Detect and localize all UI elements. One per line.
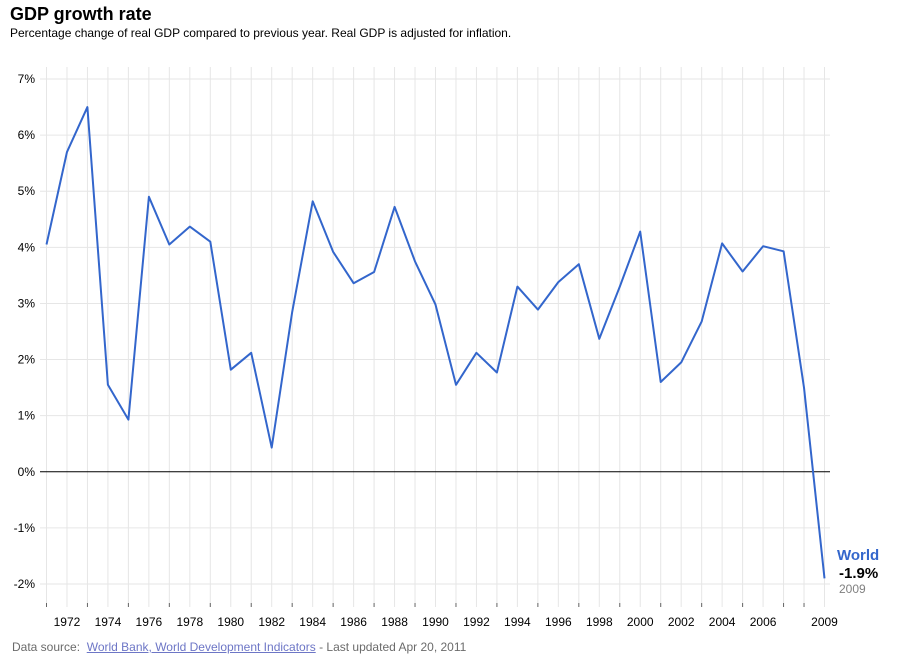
series-line-world[interactable] bbox=[45, 106, 826, 579]
data-point bbox=[515, 285, 519, 289]
y-tick-label: 1% bbox=[18, 409, 36, 423]
data-point bbox=[270, 446, 274, 450]
data-point bbox=[782, 249, 786, 253]
data-point bbox=[188, 225, 192, 229]
data-point bbox=[167, 243, 171, 247]
y-tick-label: 0% bbox=[18, 465, 36, 479]
data-point bbox=[577, 262, 581, 266]
data-point bbox=[372, 270, 376, 274]
data-point bbox=[618, 285, 622, 289]
x-tick-label: 1974 bbox=[95, 615, 122, 629]
chart-title: GDP growth rate bbox=[10, 4, 152, 24]
data-point bbox=[761, 244, 765, 248]
chart-subtitle: Percentage change of real GDP compared t… bbox=[10, 26, 512, 40]
data-point bbox=[474, 351, 478, 355]
vertical-gridlines bbox=[46, 67, 825, 607]
data-point bbox=[393, 205, 397, 209]
data-point bbox=[249, 351, 253, 355]
series-end-label: World -1.9% 2009 bbox=[837, 547, 879, 596]
data-point bbox=[720, 241, 724, 245]
x-tick-label: 2006 bbox=[750, 615, 777, 629]
data-point bbox=[638, 230, 642, 234]
y-tick-label: 4% bbox=[18, 240, 36, 254]
data-point bbox=[556, 280, 560, 284]
data-point bbox=[85, 105, 89, 109]
data-source-prefix: Data source: bbox=[12, 640, 81, 654]
data-point bbox=[679, 360, 683, 364]
x-tick-label: 1980 bbox=[217, 615, 244, 629]
x-tick-label: 1990 bbox=[422, 615, 449, 629]
y-tick-label: -2% bbox=[14, 577, 36, 591]
data-point bbox=[65, 150, 69, 154]
x-tick-label: 1992 bbox=[463, 615, 490, 629]
x-tick-label: 1994 bbox=[504, 615, 531, 629]
x-tick-label: 1986 bbox=[340, 615, 367, 629]
data-point bbox=[352, 281, 356, 285]
data-point bbox=[311, 199, 315, 203]
y-axis-tick-labels: -2% -1% 0% 1% 2% 3% 4% 5% 6% 7% bbox=[14, 72, 36, 591]
data-point bbox=[147, 195, 151, 199]
data-point bbox=[454, 383, 458, 387]
data-point bbox=[331, 250, 335, 254]
x-tick-label: 1996 bbox=[545, 615, 572, 629]
y-tick-label: 3% bbox=[18, 296, 36, 310]
data-source-link[interactable]: World Bank, World Development Indicators bbox=[86, 640, 316, 654]
x-tick-label: 2004 bbox=[709, 615, 736, 629]
data-point bbox=[700, 319, 704, 323]
x-axis-tick-labels: 1972 1974 1976 1978 1980 1982 1984 1986 1988 1990… bbox=[54, 615, 839, 629]
last-updated-text: - Last updated Apr 20, 2011 bbox=[319, 640, 467, 654]
series-last-year: 2009 bbox=[839, 582, 866, 596]
x-axis-tick-marks bbox=[46, 603, 805, 607]
x-tick-label: 2009 bbox=[811, 615, 838, 629]
data-source-footer: Data source: World Bank, World Developme… bbox=[12, 640, 466, 654]
y-tick-label: 6% bbox=[18, 128, 36, 142]
x-tick-label: 1982 bbox=[258, 615, 285, 629]
data-point bbox=[536, 308, 540, 312]
x-tick-label: 1988 bbox=[381, 615, 408, 629]
x-tick-label: 1978 bbox=[176, 615, 203, 629]
data-point bbox=[290, 310, 294, 314]
x-tick-label: 2002 bbox=[668, 615, 695, 629]
x-tick-label: 1972 bbox=[54, 615, 81, 629]
data-point bbox=[741, 269, 745, 273]
data-point bbox=[802, 386, 806, 390]
data-point bbox=[45, 243, 49, 247]
x-tick-label: 1984 bbox=[299, 615, 326, 629]
x-tick-label: 1976 bbox=[136, 615, 163, 629]
data-point bbox=[495, 370, 499, 374]
series-name: World bbox=[837, 547, 880, 564]
x-tick-label: 1998 bbox=[586, 615, 613, 629]
x-tick-label: 2000 bbox=[627, 615, 654, 629]
y-tick-label: 7% bbox=[18, 72, 36, 86]
data-point bbox=[823, 576, 827, 580]
data-point bbox=[434, 303, 438, 307]
y-tick-label: 5% bbox=[18, 184, 36, 198]
data-point bbox=[208, 240, 212, 244]
series-last-value: -1.9% bbox=[839, 565, 879, 582]
data-point bbox=[106, 383, 110, 387]
data-point bbox=[659, 380, 663, 384]
y-tick-label: -1% bbox=[14, 521, 36, 535]
data-point bbox=[229, 368, 233, 372]
data-point bbox=[597, 337, 601, 341]
data-point bbox=[126, 418, 130, 422]
data-point bbox=[413, 259, 417, 263]
y-tick-label: 2% bbox=[18, 353, 36, 367]
